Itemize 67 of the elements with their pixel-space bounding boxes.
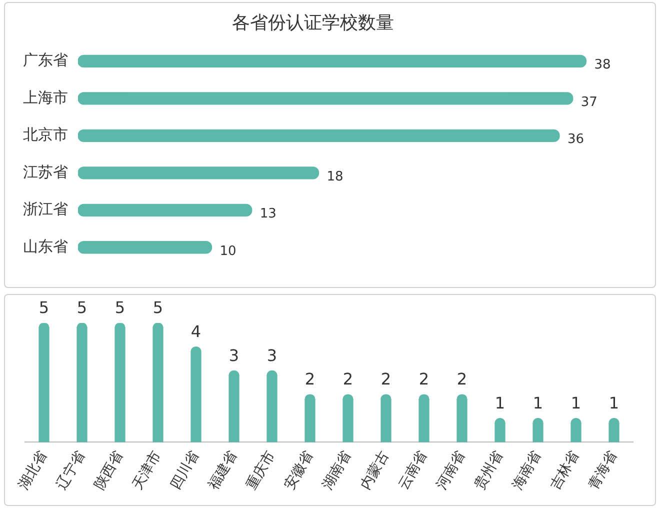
x-tick-label: 河南省 <box>434 448 469 493</box>
x-tick-label: 湖北省 <box>16 448 51 493</box>
data-label: 38 <box>594 58 611 73</box>
bar <box>342 394 354 442</box>
bar <box>76 323 88 442</box>
bar <box>418 394 430 442</box>
x-tick-label: 湖南省 <box>320 448 355 493</box>
data-label: 13 <box>260 206 276 222</box>
x-tick-label: 贵州省 <box>472 448 507 493</box>
data-label: 2 <box>456 370 468 389</box>
data-label: 5 <box>38 298 50 318</box>
y-tick-label: 浙江省 <box>23 200 68 218</box>
data-label: 37 <box>580 94 598 110</box>
bar <box>114 323 126 442</box>
y-tick-label: 山东省 <box>23 237 68 256</box>
data-label: 2 <box>418 370 430 389</box>
bar <box>190 346 202 442</box>
data-label: 1 <box>532 394 544 413</box>
x-tick-label: 云南省 <box>396 448 431 493</box>
data-label: 5 <box>152 298 164 318</box>
data-label: 10 <box>220 244 236 259</box>
bar <box>78 54 587 68</box>
bar <box>152 323 164 442</box>
bar <box>38 323 50 442</box>
bar <box>228 370 240 442</box>
data-label: 5 <box>114 298 126 318</box>
data-label: 5 <box>76 298 88 318</box>
bar <box>380 394 392 442</box>
x-tick-label: 青海省 <box>586 448 621 493</box>
bar <box>266 370 278 442</box>
x-tick-label: 天津市 <box>130 448 165 493</box>
data-label: 18 <box>326 169 344 184</box>
y-tick-label: 广东省 <box>23 51 68 70</box>
bar <box>494 418 506 442</box>
data-label: 1 <box>570 394 582 413</box>
x-tick-label: 陕西省 <box>92 448 127 493</box>
x-tick-label: 福建省 <box>206 448 241 493</box>
x-tick-label: 海南省 <box>510 448 545 493</box>
data-label: 36 <box>568 132 584 148</box>
data-label: 2 <box>342 370 354 389</box>
x-tick-label: 辽宁省 <box>54 448 89 493</box>
x-tick-label: 四川省 <box>168 448 203 493</box>
data-label: 1 <box>608 394 620 413</box>
bar <box>608 418 620 442</box>
bar <box>456 394 468 442</box>
bar <box>78 241 212 254</box>
bar <box>78 92 574 105</box>
data-label: 1 <box>494 394 506 413</box>
x-tick-label: 内蒙古 <box>358 448 393 493</box>
x-tick-label: 重庆市 <box>244 448 279 493</box>
chart-title: 各省份认证学校数量 <box>232 12 394 34</box>
bar <box>78 129 560 142</box>
y-tick-label: 北京市 <box>23 126 68 144</box>
x-tick-label: 吉林省 <box>548 448 583 493</box>
data-label: 4 <box>190 322 202 341</box>
bar <box>532 418 544 442</box>
bar <box>78 204 252 216</box>
bar <box>570 418 582 442</box>
y-tick-label: 上海市 <box>23 88 68 106</box>
data-label: 2 <box>304 370 316 389</box>
data-label: 2 <box>380 370 392 389</box>
x-tick-label: 安徽省 <box>282 448 317 493</box>
y-tick-label: 江苏省 <box>23 162 68 181</box>
bar <box>78 166 320 180</box>
bar <box>304 394 316 442</box>
data-label: 3 <box>228 346 240 365</box>
data-label: 3 <box>266 346 278 365</box>
